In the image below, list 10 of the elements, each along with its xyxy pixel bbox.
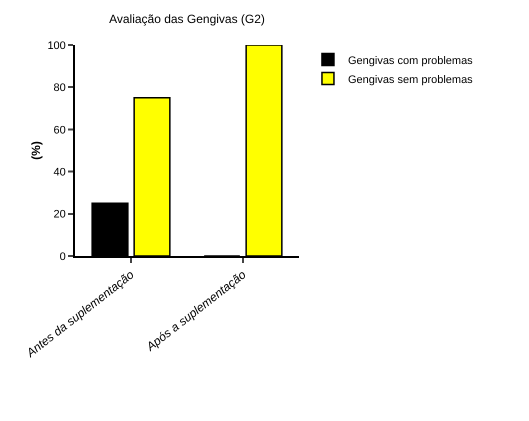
y-tick-label: 0 (60, 250, 66, 263)
y-tick-label: 20 (54, 208, 66, 221)
y-tick-label: 60 (54, 124, 66, 136)
y-tick-label: 80 (54, 82, 66, 94)
y-tick-label: 40 (54, 166, 66, 178)
legend-label: Gengivas sem problemas (348, 74, 474, 86)
y-axis-title: (%) (29, 141, 43, 160)
legend-label: Gengivas com problemas (348, 54, 474, 67)
y-tick-label: 100 (47, 40, 66, 52)
chart-title: Avaliação das Gengivas (G2) (109, 12, 265, 26)
